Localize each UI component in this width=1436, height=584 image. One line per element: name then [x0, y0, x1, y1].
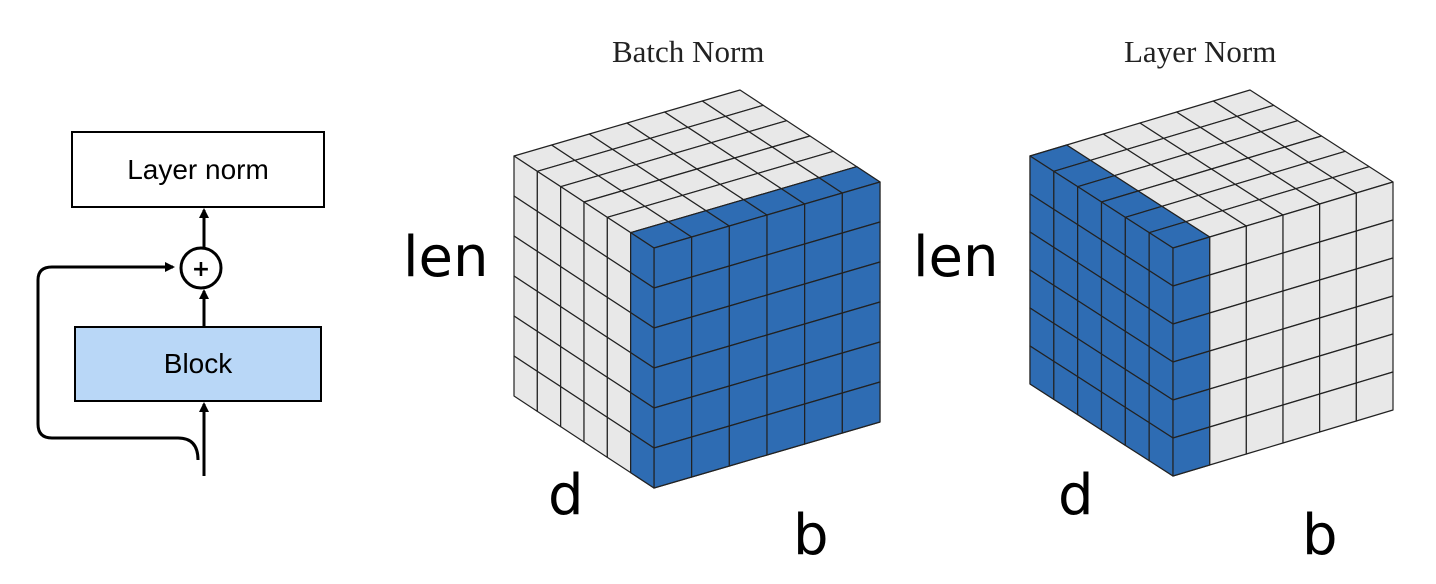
layer-b-label: b — [1302, 503, 1338, 568]
batch-b-label: b — [793, 503, 829, 568]
layer-len-label: len — [913, 225, 999, 290]
batch-d-label: d — [548, 463, 584, 528]
layer-d-label: d — [1058, 463, 1094, 528]
right-cell — [1355, 371, 1394, 422]
layer-norm-cube — [1029, 89, 1394, 477]
highlight-right-cell — [1172, 426, 1211, 477]
batch-norm-title: Batch Norm — [612, 34, 765, 69]
highlight-right-cell — [841, 381, 881, 434]
layer-norm-label: Layer norm — [127, 153, 269, 185]
batch-len-label: len — [403, 225, 489, 290]
batch-norm-cube — [513, 89, 881, 489]
layer-norm-box: Layer norm — [71, 131, 325, 208]
layer-norm-title: Layer Norm — [1124, 34, 1277, 69]
highlight-left-cell — [630, 432, 655, 489]
